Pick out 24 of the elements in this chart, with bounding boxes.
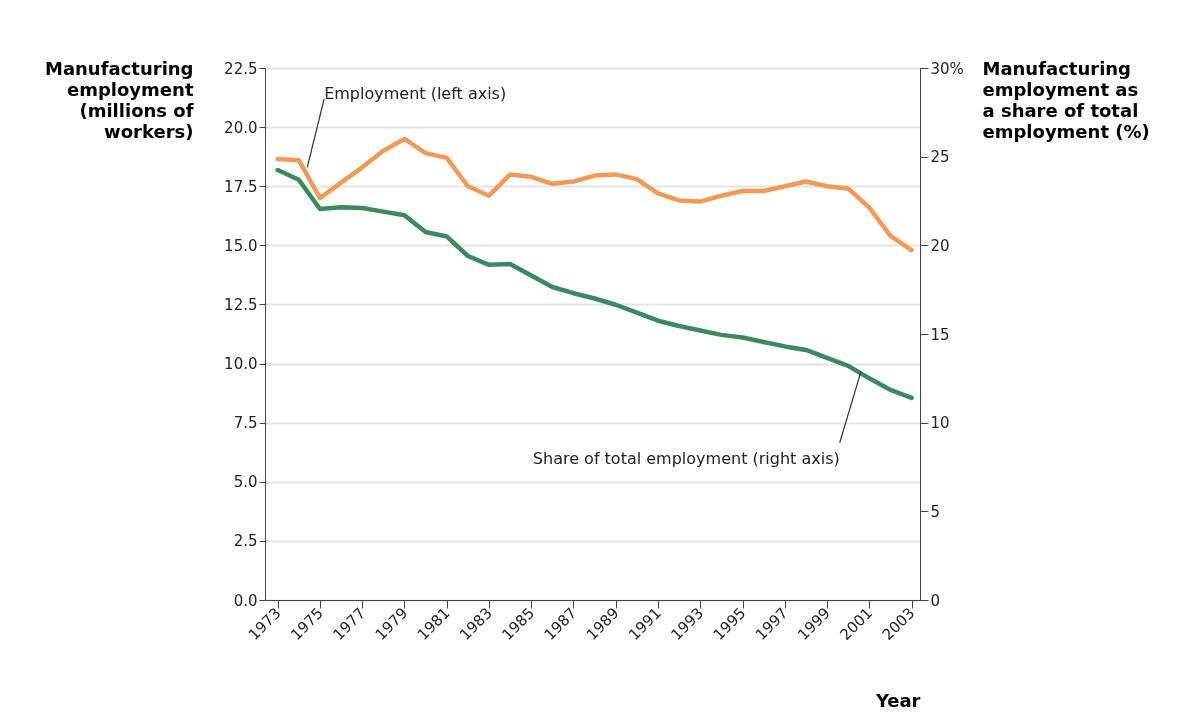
x-axis-title: Year	[874, 689, 921, 711]
y-tick-label: 10.0	[224, 355, 258, 374]
y-tick-label: 12.5	[224, 295, 258, 314]
y-tick-label: 17.5	[224, 177, 258, 196]
y2-tick-label: 10	[930, 414, 950, 433]
y2-tick-label: 15	[930, 325, 950, 344]
y-tick-label: 2.5	[233, 532, 258, 551]
y-tick-label: 0.0	[233, 591, 258, 610]
y-tick-label: 7.5	[233, 414, 258, 433]
y-tick-label: 5.0	[233, 473, 258, 492]
y2-tick-label: 0	[930, 591, 941, 610]
line-series	[275, 167, 914, 401]
y-tick-label: 22.5	[224, 59, 258, 78]
annotation: Share of total employment (right axis)	[532, 449, 840, 469]
line-series	[275, 136, 914, 253]
y2-tick-label: 30%	[930, 59, 964, 78]
y-tick-label: 20.0	[224, 118, 258, 137]
y2-tick-label: 25	[930, 148, 950, 167]
annotation: Employment (left axis)	[324, 84, 507, 104]
y2-tick-label: 20	[930, 236, 950, 255]
y-axis-title: Manufacturing employment (millions of workers)	[45, 57, 194, 142]
y2-tick-label: 5	[930, 502, 941, 521]
y-tick-label: 15.0	[224, 236, 258, 255]
y2-axis-title: Manufacturing employment as a share of total employment (%)	[982, 57, 1150, 142]
